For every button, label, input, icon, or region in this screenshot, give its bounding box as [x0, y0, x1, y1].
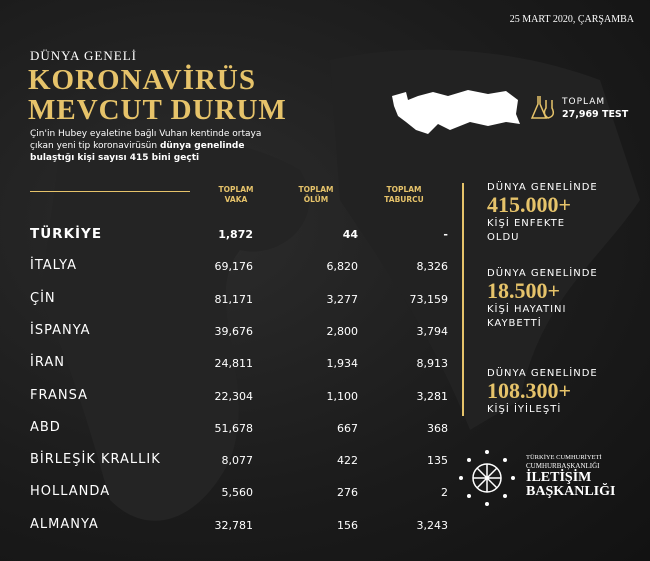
stat: DÜNYA GENELİNDE 18.500+ KİŞİ HAYATINI KAYB…: [487, 268, 598, 331]
cell: 368: [427, 421, 448, 435]
cell: 8,077: [221, 454, 254, 468]
stat-caption: KİŞİ HAYATINI KAYBETTİ: [487, 304, 567, 329]
stat-label: DÜNYA GENELİNDE: [487, 368, 598, 379]
description-text: Çin'in Hubey eyaletine bağlı Vuhan kenti…: [30, 129, 262, 151]
column-header-line: TOPLAM: [218, 185, 254, 194]
column-header: TOPLAM VAKA: [201, 185, 271, 205]
stat-caption: KİŞİ ENFEKTE OLDU: [487, 218, 566, 243]
divider: [462, 183, 464, 416]
test-label: TOPLAM: [562, 97, 606, 107]
logo-text: BAŞKANLIĞI: [526, 484, 616, 499]
test-icon: [530, 96, 555, 119]
cell: 8,326: [416, 260, 449, 274]
stat: DÜNYA GENELİNDE 108.300+ KİŞİ İYİLEŞTİ: [487, 368, 598, 417]
column-header-line: TOPLAM: [386, 185, 422, 194]
description-bold: dünya genelinde bulaştığı kişi sayısı 41…: [30, 141, 245, 163]
cell: 276: [337, 486, 358, 500]
cell: 156: [337, 518, 358, 532]
description: Çin'in Hubey eyaletine bağlı Vuhan kenti…: [30, 128, 268, 164]
table-row: ÇİN 81,171 3,277 73,159: [30, 291, 450, 311]
table-row: İRAN 24,811 1,934 8,913: [30, 355, 450, 375]
cell: 81,171: [214, 292, 254, 306]
column-header-line: TABURCU: [384, 195, 424, 204]
title-line: MEVCUT DURUM: [28, 94, 287, 126]
test-value: 27,969 TEST: [562, 109, 629, 120]
stat-value: 415.000+: [487, 192, 572, 217]
stat: DÜNYA GENELİNDE 415.000+ KİŞİ ENFEKTE OLDU: [487, 182, 598, 245]
logo-text: TÜRKİYE CUMHURİYETİ: [526, 454, 602, 461]
cell: 73,159: [409, 292, 449, 306]
table-row: İTALYA 69,176 6,820 8,326: [30, 258, 450, 278]
column-header-line: TOPLAM: [298, 185, 334, 194]
cell: 39,676: [214, 324, 254, 338]
column-header-line: ÖLÜM: [303, 195, 329, 204]
cell: 24,811: [214, 357, 254, 371]
cell: 6,820: [326, 260, 359, 274]
country: ABD: [30, 419, 61, 435]
stat-label: DÜNYA GENELİNDE: [487, 268, 598, 279]
logo-text: CUMHURBAŞKANLIĞI: [526, 462, 600, 470]
cell: 1,100: [326, 389, 359, 403]
cell: 22,304: [214, 389, 254, 403]
table-row: BİRLEŞİK KRALLIK 8,077 422 135: [30, 452, 450, 472]
kicker: DÜNYA GENELİ: [30, 48, 137, 63]
cell: 667: [337, 421, 358, 435]
cell: 8,913: [416, 357, 449, 371]
logo-emblem: [459, 450, 515, 506]
table-row: ALMANYA 32,781 156 3,243: [30, 517, 450, 537]
column-header-line: VAKA: [224, 195, 248, 204]
country: BİRLEŞİK KRALLIK: [30, 452, 161, 468]
cell: 1,872: [218, 228, 253, 241]
cell: 3,243: [416, 518, 449, 532]
column-header: TOPLAM ÖLÜM: [281, 185, 351, 205]
title-line: KORONAVİRÜS: [28, 64, 257, 96]
cell: -: [443, 228, 448, 241]
table-row: FRANSA 22,304 1,100 3,281: [30, 388, 450, 408]
cell: 422: [337, 454, 358, 468]
cell: 3,281: [416, 389, 449, 403]
table-row: HOLLANDA 5,560 276 2: [30, 484, 450, 504]
cell: 32,781: [214, 518, 254, 532]
stat-value: 108.300+: [487, 378, 572, 403]
country: TÜRKİYE: [30, 226, 103, 242]
country: ALMANYA: [30, 516, 99, 532]
country: İSPANYA: [30, 322, 91, 338]
stat-caption: KİŞİ İYİLEŞTİ: [487, 404, 562, 415]
country: HOLLANDA: [30, 484, 111, 500]
country: İRAN: [30, 355, 65, 371]
cell: 51,678: [214, 421, 254, 435]
country: ÇİN: [30, 290, 56, 306]
divider: [30, 191, 190, 192]
cell: 5,560: [221, 486, 254, 500]
country: FRANSA: [30, 387, 88, 403]
table-row: ABD 51,678 667 368: [30, 420, 450, 440]
stat-value: 18.500+: [487, 278, 561, 303]
country: İTALYA: [30, 258, 77, 274]
stat-label: DÜNYA GENELİNDE: [487, 182, 598, 193]
cell: 44: [342, 228, 358, 241]
cell: 69,176: [214, 260, 254, 274]
column-header: TOPLAM TABURCU: [369, 185, 439, 205]
table-row: İSPANYA 39,676 2,800 3,794: [30, 323, 450, 343]
date: 25 MART 2020, ÇARŞAMBA: [509, 14, 634, 25]
cell: 2,800: [326, 324, 359, 338]
cell: 2: [441, 486, 448, 500]
logo-text: İLETİŞİM: [526, 470, 592, 485]
turkey-map: [392, 90, 520, 134]
cell: 135: [427, 454, 448, 468]
table-row: TÜRKİYE 1,872 44 -: [30, 226, 450, 246]
cell: 1,934: [326, 357, 359, 371]
cell: 3,794: [416, 324, 449, 338]
cell: 3,277: [326, 292, 359, 306]
